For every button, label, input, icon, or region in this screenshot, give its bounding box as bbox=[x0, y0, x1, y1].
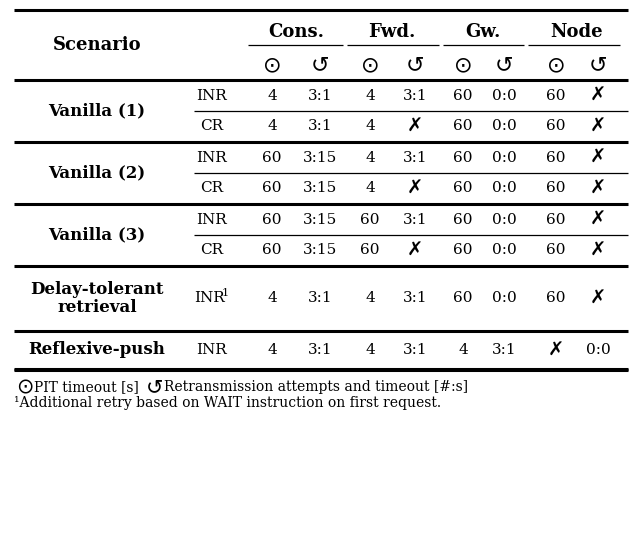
Text: 60: 60 bbox=[547, 89, 566, 103]
Text: ⊙: ⊙ bbox=[262, 55, 282, 75]
Text: 3:15: 3:15 bbox=[303, 150, 337, 165]
Text: 60: 60 bbox=[453, 150, 473, 165]
Text: 0:0: 0:0 bbox=[492, 89, 516, 103]
Text: Scenario: Scenario bbox=[52, 36, 141, 54]
Text: 60: 60 bbox=[360, 212, 380, 226]
Text: ⊙: ⊙ bbox=[547, 55, 565, 75]
Text: 0:0: 0:0 bbox=[586, 343, 611, 357]
Text: INR: INR bbox=[195, 292, 225, 306]
Text: ✗: ✗ bbox=[590, 179, 606, 198]
Text: retrieval: retrieval bbox=[57, 299, 137, 316]
Text: ✗: ✗ bbox=[590, 148, 606, 167]
Text: ✗: ✗ bbox=[590, 117, 606, 136]
Text: 4: 4 bbox=[365, 119, 375, 134]
Text: 3:1: 3:1 bbox=[403, 292, 428, 306]
Text: 60: 60 bbox=[453, 292, 473, 306]
Text: 3:1: 3:1 bbox=[403, 150, 428, 165]
Text: 60: 60 bbox=[547, 292, 566, 306]
Text: ↺: ↺ bbox=[146, 377, 163, 397]
Text: ¹Additional retry based on WAIT instruction on first request.: ¹Additional retry based on WAIT instruct… bbox=[14, 396, 441, 410]
Text: 3:15: 3:15 bbox=[303, 212, 337, 226]
Text: 0:0: 0:0 bbox=[492, 119, 516, 134]
Text: 0:0: 0:0 bbox=[492, 181, 516, 195]
Text: ✗: ✗ bbox=[590, 86, 606, 105]
Text: 60: 60 bbox=[262, 212, 282, 226]
Text: 3:15: 3:15 bbox=[303, 181, 337, 195]
Text: Vanilla (3): Vanilla (3) bbox=[49, 226, 146, 243]
Text: 4: 4 bbox=[365, 150, 375, 165]
Text: 4: 4 bbox=[458, 343, 468, 357]
Text: 60: 60 bbox=[360, 243, 380, 257]
Text: ✗: ✗ bbox=[407, 117, 423, 136]
Text: 3:1: 3:1 bbox=[492, 343, 516, 357]
Text: ✗: ✗ bbox=[407, 179, 423, 198]
Text: 0:0: 0:0 bbox=[492, 212, 516, 226]
Text: ↺: ↺ bbox=[406, 55, 424, 75]
Text: Gw.: Gw. bbox=[465, 23, 500, 41]
Text: 4: 4 bbox=[365, 89, 375, 103]
Text: 3:15: 3:15 bbox=[303, 243, 337, 257]
Text: CR: CR bbox=[200, 243, 223, 257]
Text: 3:1: 3:1 bbox=[403, 212, 428, 226]
Text: 60: 60 bbox=[547, 243, 566, 257]
Text: PIT timeout [s]: PIT timeout [s] bbox=[34, 380, 139, 394]
Text: 60: 60 bbox=[547, 212, 566, 226]
Text: Node: Node bbox=[550, 23, 604, 41]
Text: ✗: ✗ bbox=[407, 241, 423, 260]
Text: ⊙: ⊙ bbox=[361, 55, 380, 75]
Text: ⊙: ⊙ bbox=[454, 55, 472, 75]
Text: 1: 1 bbox=[221, 287, 228, 298]
Text: 4: 4 bbox=[267, 292, 277, 306]
Text: 60: 60 bbox=[547, 150, 566, 165]
Text: ✗: ✗ bbox=[590, 210, 606, 229]
Text: 60: 60 bbox=[453, 181, 473, 195]
Text: 60: 60 bbox=[453, 89, 473, 103]
Text: Delay-tolerant: Delay-tolerant bbox=[30, 281, 164, 298]
Text: 3:1: 3:1 bbox=[403, 343, 428, 357]
Text: ↺: ↺ bbox=[589, 55, 607, 75]
Text: Cons.: Cons. bbox=[268, 23, 324, 41]
Text: 60: 60 bbox=[453, 119, 473, 134]
Text: 3:1: 3:1 bbox=[308, 89, 332, 103]
Text: 3:1: 3:1 bbox=[403, 89, 428, 103]
Text: 4: 4 bbox=[267, 343, 277, 357]
Text: ✗: ✗ bbox=[548, 340, 564, 359]
Text: ✗: ✗ bbox=[590, 241, 606, 260]
Text: ✗: ✗ bbox=[590, 289, 606, 308]
Text: 60: 60 bbox=[262, 243, 282, 257]
Text: 4: 4 bbox=[267, 119, 277, 134]
Text: 60: 60 bbox=[453, 212, 473, 226]
Text: Retransmission attempts and timeout [#:s]: Retransmission attempts and timeout [#:s… bbox=[164, 380, 468, 394]
Text: 60: 60 bbox=[262, 181, 282, 195]
Text: 3:1: 3:1 bbox=[308, 119, 332, 134]
Text: 4: 4 bbox=[365, 181, 375, 195]
Text: 4: 4 bbox=[365, 343, 375, 357]
Text: INR: INR bbox=[196, 212, 227, 226]
Text: 0:0: 0:0 bbox=[492, 292, 516, 306]
Text: 60: 60 bbox=[547, 181, 566, 195]
Text: 60: 60 bbox=[262, 150, 282, 165]
Text: 3:1: 3:1 bbox=[308, 343, 332, 357]
Text: ↺: ↺ bbox=[310, 55, 330, 75]
Text: 60: 60 bbox=[547, 119, 566, 134]
Text: Reflexive-push: Reflexive-push bbox=[29, 342, 165, 358]
Text: CR: CR bbox=[200, 181, 223, 195]
Text: Vanilla (2): Vanilla (2) bbox=[49, 165, 146, 181]
Text: 4: 4 bbox=[267, 89, 277, 103]
Text: ↺: ↺ bbox=[495, 55, 513, 75]
Text: Vanilla (1): Vanilla (1) bbox=[49, 103, 145, 119]
Text: ⊙: ⊙ bbox=[16, 377, 33, 397]
Text: CR: CR bbox=[200, 119, 223, 134]
Text: 3:1: 3:1 bbox=[308, 292, 332, 306]
Text: INR: INR bbox=[196, 150, 227, 165]
Text: 0:0: 0:0 bbox=[492, 150, 516, 165]
Text: 60: 60 bbox=[453, 243, 473, 257]
Text: 4: 4 bbox=[365, 292, 375, 306]
Text: INR: INR bbox=[196, 343, 227, 357]
Text: 0:0: 0:0 bbox=[492, 243, 516, 257]
Text: INR: INR bbox=[196, 89, 227, 103]
Text: Fwd.: Fwd. bbox=[368, 23, 416, 41]
